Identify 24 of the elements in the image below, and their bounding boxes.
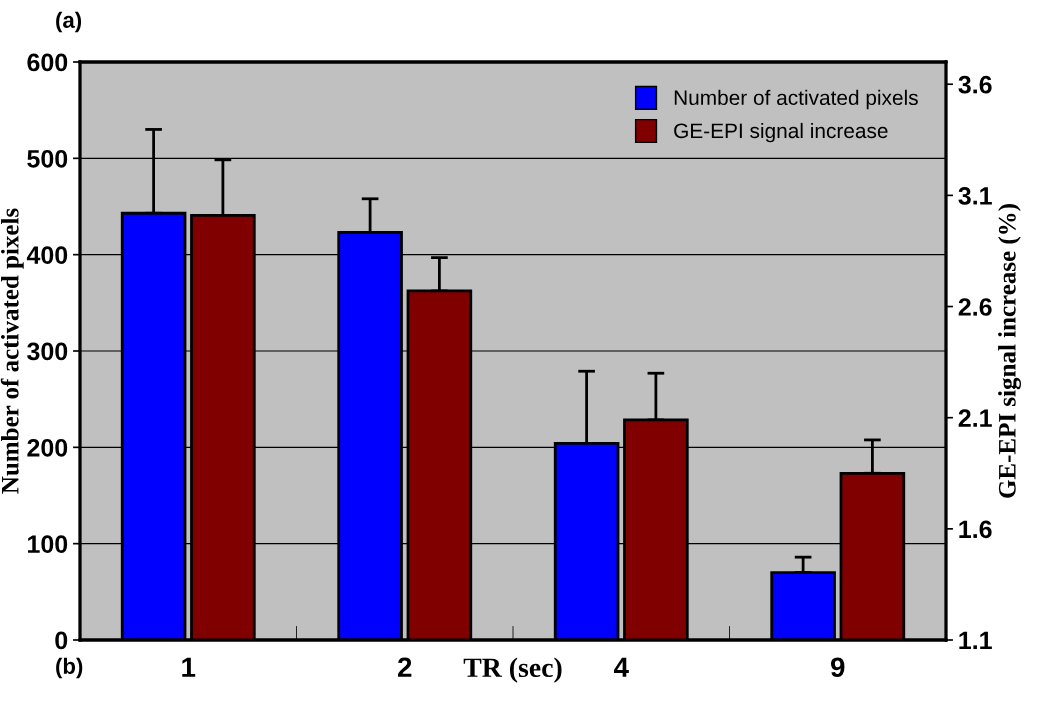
y2-axis-title: GE-EPI signal increase (%) — [998, 204, 1021, 498]
y-tick-label: 400 — [26, 246, 68, 264]
y-tick-label: 200 — [27, 438, 68, 457]
y-axis-title: Number of activated pixels — [0, 208, 24, 494]
text: (a) — [56, 11, 82, 33]
text: (b) — [56, 657, 83, 679]
y2-tick-label: 3.6 — [958, 75, 992, 94]
y2-tick-label: 1.6 — [959, 520, 992, 539]
x-tick-label: 1 — [182, 657, 196, 677]
y2-tick-label: 2.6 — [958, 298, 992, 316]
y2-tick-label: 3.1 — [958, 186, 992, 205]
y2-tick-label: 2.1 — [958, 409, 992, 427]
y-tick-label: 300 — [27, 342, 68, 361]
y-tick-label: 0 — [55, 631, 68, 650]
y-tick-label: 500 — [27, 149, 68, 168]
x-tick-label: 9 — [830, 657, 845, 678]
x-tick-label: 4 — [613, 657, 629, 677]
legend-label: Number of activated pixels — [674, 89, 918, 110]
y-tick-label: 600 — [27, 53, 68, 72]
y2-tick-label: 1.1 — [959, 631, 992, 650]
legend-label: GE-EPI signal increase — [674, 122, 888, 143]
y-tick-label: 100 — [28, 535, 68, 553]
x-tick-label: 2 — [397, 657, 412, 677]
x-axis-title: TR (sec) — [463, 657, 562, 683]
